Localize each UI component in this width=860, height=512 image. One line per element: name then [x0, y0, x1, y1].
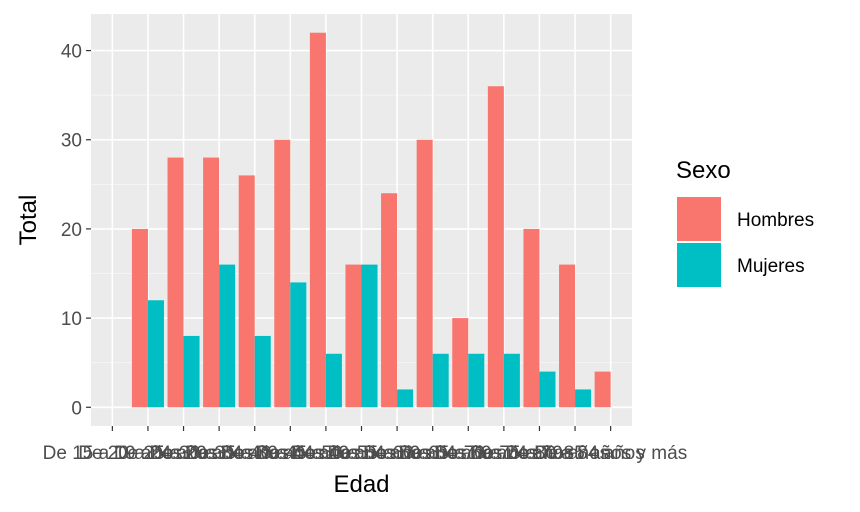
bar-mujeres	[290, 282, 307, 408]
bar-hombres	[594, 371, 611, 408]
bar-hombres	[203, 157, 220, 408]
legend-label-hombres: Hombres	[737, 210, 814, 231]
x-tick-label: De 35 a 39 años	[185, 443, 324, 464]
bar-hombres	[381, 193, 398, 408]
bar-mujeres	[183, 335, 200, 408]
x-tick-label: De 75 a 79 años	[470, 443, 609, 464]
y-tick-label: 0	[71, 398, 82, 419]
x-tick-label: De 50 a 54 años	[292, 443, 431, 464]
x-axis-title: Edad	[333, 471, 389, 498]
bar-hombres	[167, 157, 184, 408]
x-tick-label: De 70 a 74 años	[434, 443, 573, 464]
x-tick-label: De 85 años y más	[534, 443, 687, 464]
y-tick-label: 40	[61, 42, 82, 63]
bar-mujeres	[325, 353, 342, 408]
bar-mujeres	[147, 300, 164, 408]
bar-hombres	[452, 318, 469, 408]
bar-hombres	[345, 264, 362, 408]
bar-hombres	[487, 86, 504, 408]
legend-key-hombres	[677, 197, 721, 241]
bar-mujeres	[468, 353, 485, 408]
bar-mujeres	[432, 353, 449, 408]
bar-mujeres	[539, 371, 556, 408]
legend-label-mujeres: Mujeres	[737, 256, 805, 277]
bar-mujeres	[503, 353, 520, 408]
x-tick-label: De 60 a 64 años	[363, 443, 502, 464]
y-tick-label: 30	[61, 131, 82, 152]
bar-mujeres	[361, 264, 378, 408]
x-tick-label: De 40 a 44 años	[221, 443, 360, 464]
legend-title: Sexo	[676, 157, 731, 184]
y-axis: 0 10 20 30 40	[61, 42, 91, 419]
x-tick-label: De 45 a 49 años	[256, 443, 395, 464]
bar-mujeres	[397, 389, 414, 408]
x-tick-label: De 30 a 34 años	[149, 443, 288, 464]
bar-mujeres	[254, 335, 271, 408]
x-tick-label: De 20 a 24 años	[78, 443, 217, 464]
x-tick-label: De 65 a 69 años	[399, 443, 538, 464]
y-tick-label: 10	[61, 309, 82, 330]
bar-hombres	[131, 228, 148, 408]
bar-hombres	[274, 139, 291, 408]
y-axis-title: Total	[15, 195, 42, 246]
bars	[131, 32, 611, 408]
x-tick-label: De 25 a 29 años	[114, 443, 253, 464]
x-tick-label: De 15 a 19 años	[43, 443, 182, 464]
bar-hombres	[309, 32, 326, 408]
legend: Sexo Hombres Mujeres	[676, 157, 814, 287]
bar-hombres	[238, 175, 255, 408]
bar-hombres	[416, 139, 433, 408]
y-tick-label: 20	[61, 220, 82, 241]
legend-key-mujeres	[677, 243, 721, 287]
bar-mujeres	[219, 264, 236, 408]
x-tick-label: De 55 a 59 años	[327, 443, 466, 464]
bar-hombres	[559, 264, 576, 408]
bar-hombres	[523, 228, 540, 408]
bar-mujeres	[575, 389, 592, 408]
x-tick-label: De 80 a 84 años	[505, 443, 644, 464]
